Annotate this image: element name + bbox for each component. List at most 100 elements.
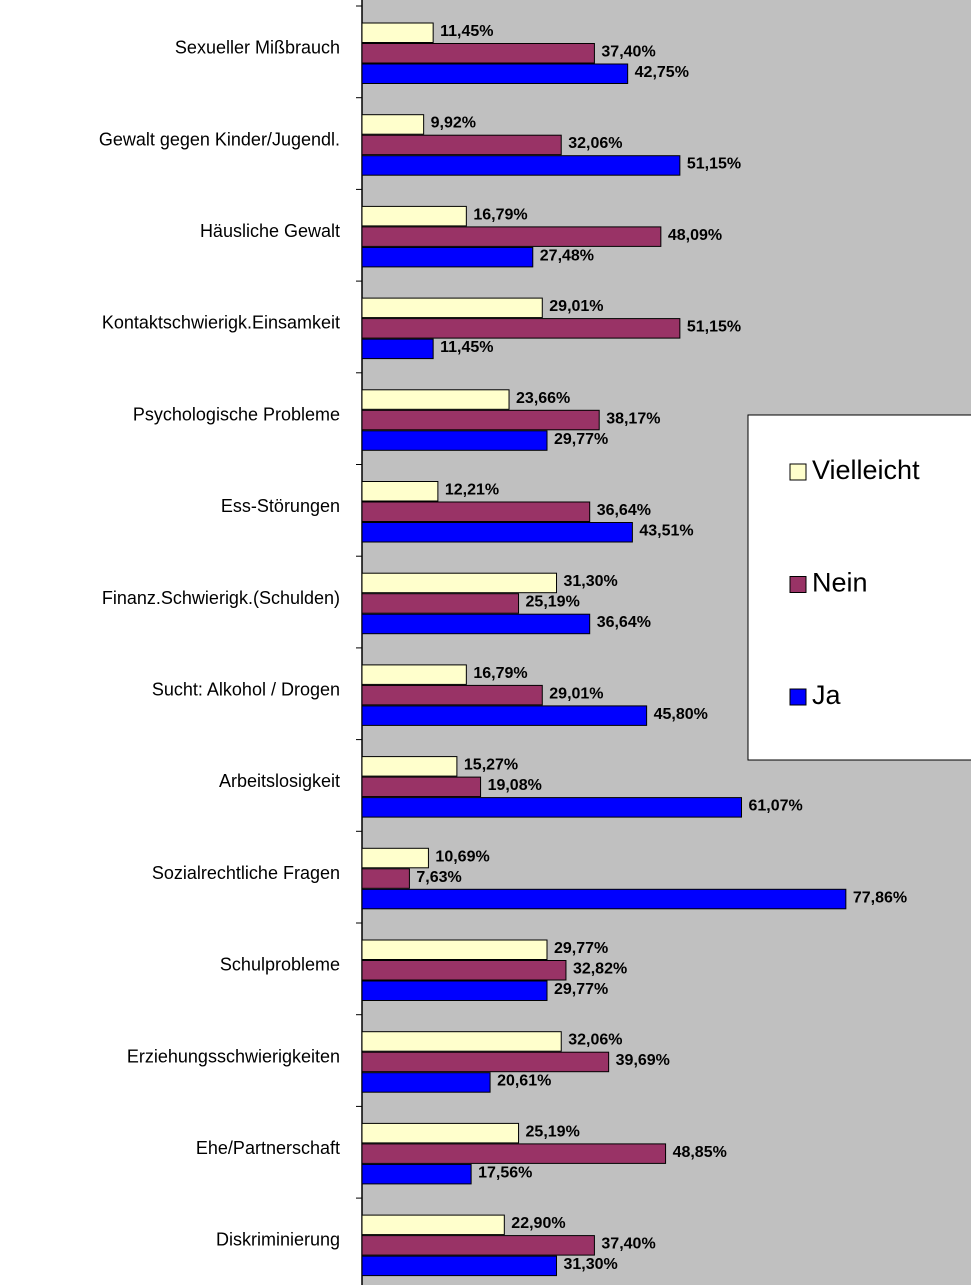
bar	[361, 1122, 520, 1144]
value-label: 29,77%	[554, 431, 608, 448]
bar	[361, 205, 467, 227]
bar	[361, 572, 558, 594]
bar	[361, 501, 591, 522]
value-label: 16,79%	[473, 665, 527, 682]
bar	[361, 1214, 505, 1236]
bar	[361, 481, 439, 502]
value-label: 11,45%	[440, 23, 493, 40]
bar	[361, 868, 410, 889]
value-label: 37,40%	[601, 43, 655, 60]
bar	[361, 1163, 472, 1185]
bar	[361, 114, 425, 135]
bar	[361, 1255, 558, 1277]
value-label: 48,09%	[668, 227, 722, 244]
value-label: 22,90%	[511, 1215, 565, 1232]
value-label: 29,01%	[549, 298, 603, 315]
category-label: Schulprobleme	[220, 955, 340, 975]
value-label: 17,56%	[478, 1164, 532, 1181]
value-label: 29,77%	[554, 981, 608, 998]
value-label: 15,27%	[464, 757, 518, 774]
category-label: Sozialrechtliche Fragen	[152, 863, 340, 883]
value-label: 9,92%	[431, 115, 476, 132]
value-label: 20,61%	[497, 1073, 551, 1090]
bar	[361, 318, 681, 339]
value-label: 37,40%	[601, 1236, 655, 1253]
value-label: 42,75%	[635, 64, 689, 81]
bar	[361, 684, 543, 706]
legend-swatch	[789, 463, 807, 481]
legend-label: Nein	[812, 568, 868, 598]
value-label: 51,15%	[687, 156, 741, 173]
value-label: 43,51%	[639, 522, 693, 539]
category-label: Erziehungsschwierigkeiten	[127, 1046, 340, 1066]
bar	[361, 776, 482, 798]
bar	[361, 797, 743, 818]
bar	[361, 338, 434, 360]
bar	[361, 960, 567, 981]
value-label: 19,08%	[488, 777, 542, 794]
bar	[361, 1143, 667, 1164]
value-label: 45,80%	[654, 706, 708, 723]
value-label: 32,06%	[568, 135, 622, 152]
bar	[361, 888, 847, 910]
value-label: 61,07%	[749, 798, 803, 815]
category-label: Ehe/Partnerschaft	[196, 1138, 340, 1158]
value-label: 32,06%	[568, 1032, 622, 1049]
legend-swatch	[789, 576, 807, 593]
bar	[361, 409, 600, 431]
category-label: Finanz.Schwierigk.(Schulden)	[102, 588, 340, 608]
value-label: 39,69%	[616, 1052, 670, 1069]
value-label: 32,82%	[573, 960, 627, 977]
bar	[361, 613, 591, 635]
legend-box	[747, 414, 971, 761]
bar	[361, 1051, 610, 1073]
bar	[361, 1072, 491, 1093]
value-label: 48,85%	[673, 1144, 727, 1161]
category-label: Kontaktschwierigk.Einsamkeit	[102, 313, 340, 333]
bar	[361, 430, 548, 451]
value-label: 31,30%	[564, 1256, 618, 1273]
bar	[361, 705, 648, 726]
bar	[361, 1235, 595, 1256]
bar	[361, 389, 510, 410]
value-label: 36,64%	[597, 614, 651, 631]
value-label: 51,15%	[687, 319, 741, 336]
category-label: Sexueller Mißbrauch	[175, 38, 340, 58]
bar	[361, 939, 548, 960]
bar	[361, 63, 629, 84]
value-label: 16,79%	[473, 206, 527, 223]
bar	[361, 1031, 562, 1052]
bar	[361, 246, 534, 268]
bar	[361, 980, 548, 1001]
value-label: 25,19%	[526, 594, 580, 611]
value-label: 27,48%	[540, 247, 594, 264]
category-label: Gewalt gegen Kinder/Jugendl.	[99, 129, 340, 149]
value-label: 10,69%	[435, 848, 489, 865]
category-label: Arbeitslosigkeit	[219, 771, 340, 791]
value-label: 36,64%	[597, 502, 651, 519]
bar	[361, 226, 662, 247]
value-label: 77,86%	[853, 889, 907, 906]
bar	[361, 22, 434, 43]
value-label: 38,17%	[606, 410, 660, 427]
value-label: 23,66%	[516, 390, 570, 407]
legend-label: Vielleicht	[812, 455, 920, 485]
value-label: 29,77%	[554, 940, 608, 957]
category-label: Ess-Störungen	[221, 496, 340, 516]
bar	[361, 756, 458, 777]
value-label: 31,30%	[564, 573, 618, 590]
value-label: 25,19%	[526, 1123, 580, 1140]
category-label: Sucht: Alkohol / Drogen	[152, 680, 340, 700]
value-label: 12,21%	[445, 481, 499, 498]
bar	[361, 134, 562, 156]
bar	[361, 43, 595, 64]
value-label: 29,01%	[549, 685, 603, 702]
legend-label: Ja	[812, 680, 842, 710]
bar	[361, 664, 467, 685]
category-label: Psychologische Probleme	[133, 404, 340, 424]
category-label: Diskriminierung	[216, 1230, 340, 1250]
bar	[361, 522, 633, 543]
legend-swatch	[789, 688, 807, 706]
value-label: 11,45%	[440, 339, 493, 356]
